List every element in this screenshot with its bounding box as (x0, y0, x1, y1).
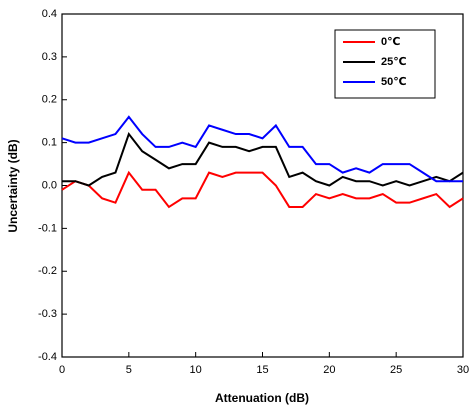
x-tick-label: 0 (59, 364, 65, 376)
data-line (62, 131, 464, 187)
x-tick-label: 5 (126, 364, 132, 376)
y-tick-label: 0.3 (42, 51, 57, 63)
legend-label: 0℃ (381, 36, 400, 48)
y-tick-label: 0.0 (42, 179, 57, 191)
y-tick-label: 0.1 (42, 137, 57, 149)
x-tick-label: 30 (457, 364, 469, 376)
y-tick-label: -0.1 (38, 222, 57, 234)
x-tick-label: 15 (256, 364, 268, 376)
legend-label: 50℃ (381, 76, 407, 88)
x-tick-label: 25 (390, 364, 402, 376)
y-tick-label: 0.2 (42, 94, 57, 106)
data-line (61, 170, 464, 209)
y-tick-label: -0.2 (38, 265, 57, 277)
y-tick-label: -0.4 (38, 351, 57, 363)
x-axis-title: Attenuation (dB) (215, 391, 309, 405)
x-tick-label: 20 (323, 364, 335, 376)
y-tick-label: 0.4 (42, 8, 57, 20)
y-tick-label: -0.3 (38, 308, 57, 320)
legend-label: 25℃ (381, 56, 407, 68)
y-axis-title: Uncertainty (dB) (6, 139, 20, 232)
data-line (61, 115, 463, 183)
x-tick-label: 10 (190, 364, 202, 376)
plot-frame (61, 13, 464, 358)
